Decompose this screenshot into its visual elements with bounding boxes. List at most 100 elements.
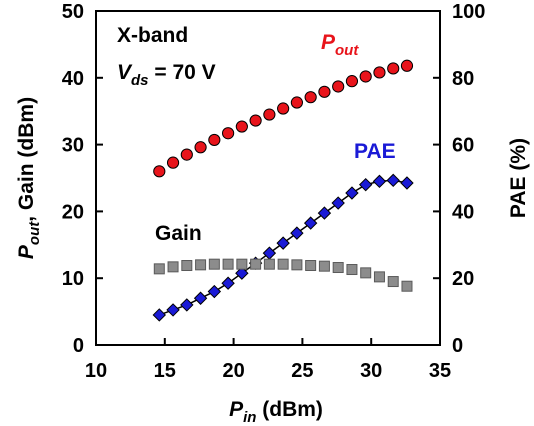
gain-point	[153, 263, 165, 275]
y-left-tick-label: 30	[62, 135, 84, 157]
pout-point	[304, 91, 317, 104]
gain-point	[332, 262, 344, 274]
plot-frame	[95, 10, 441, 346]
y-right-tick-label: 0	[452, 335, 463, 357]
band-annotation: X-band	[117, 24, 188, 47]
pae-point	[345, 186, 359, 200]
y-left-main: P	[15, 244, 38, 259]
pout-label-sub: out	[335, 42, 359, 59]
pae-point	[152, 308, 167, 322]
x-tick-label: 25	[291, 360, 313, 382]
pae-point	[180, 298, 194, 312]
x-main: P	[229, 398, 244, 421]
y-left-sub: out	[26, 221, 43, 245]
pae-point	[207, 284, 222, 299]
pout-point	[277, 102, 290, 115]
pout-point	[373, 66, 386, 79]
gain-point	[236, 258, 248, 270]
y-right-tick-label: 40	[452, 201, 474, 223]
gain-point	[263, 258, 275, 270]
pout-series-label: Pout	[321, 31, 359, 59]
pae-point	[358, 177, 373, 192]
pout-point	[345, 75, 359, 88]
y-axis-left-title: Pout, Gain (dBm)	[15, 97, 43, 259]
pout-point	[387, 62, 400, 75]
pae-point	[386, 173, 400, 188]
gain-point	[387, 276, 399, 288]
y-left-tick-label: 40	[62, 68, 84, 90]
pout-point	[208, 133, 221, 147]
pae-series-label: PAE	[354, 140, 396, 163]
gain-point	[360, 267, 372, 279]
pout-point	[290, 96, 303, 109]
pae-point	[317, 206, 332, 220]
pout-point	[263, 108, 276, 121]
y-right-tick-label: 60	[452, 135, 474, 157]
pout-point	[249, 114, 262, 127]
y-left-tick-label: 50	[62, 1, 84, 23]
pae-point	[166, 303, 180, 317]
gain-point	[181, 260, 193, 272]
x-tick-label: 30	[360, 360, 382, 382]
pout-point	[166, 156, 180, 169]
vds-annotation: Vds = 70 V	[117, 61, 216, 89]
x-tick-label: 35	[429, 360, 451, 382]
pout-point	[359, 70, 372, 83]
pout-point	[153, 165, 166, 178]
y-left-tick-label: 20	[62, 201, 84, 223]
gain-series	[153, 258, 413, 292]
pae-point	[221, 276, 235, 290]
pae-point	[193, 291, 208, 305]
pae-point	[400, 176, 414, 190]
x-tick-label: 10	[85, 360, 107, 382]
gain-point	[373, 271, 385, 283]
pae-point	[290, 226, 304, 240]
pout-point	[332, 80, 345, 93]
y-left-rest: , Gain (dBm)	[15, 97, 38, 222]
pout-point	[400, 59, 414, 72]
y-right-tick-label: 80	[452, 68, 474, 90]
pae-point	[372, 174, 387, 189]
gain-point	[195, 259, 207, 271]
vds-main: V	[117, 61, 133, 84]
x-tick-label: 20	[222, 360, 244, 382]
x-rest: (dBm)	[256, 398, 323, 421]
gain-point	[222, 258, 234, 270]
y-left-tick-label: 0	[73, 335, 84, 357]
pout-point	[318, 85, 331, 98]
y-right-tick-label: 100	[452, 1, 485, 23]
x-sub: in	[243, 409, 256, 426]
gain-point	[305, 260, 317, 272]
series-layer	[152, 59, 414, 322]
y-right-tick-label: 20	[452, 268, 474, 290]
y-axis-right-title: PAE (%)	[507, 138, 530, 218]
gain-point	[401, 280, 413, 292]
pout-point	[221, 127, 235, 140]
x-axis-title: Pin (dBm)	[229, 398, 323, 426]
vds-rest: = 70 V	[149, 61, 216, 84]
gain-point	[277, 258, 289, 270]
x-tick-label: 15	[154, 360, 176, 382]
pae-point	[235, 266, 249, 280]
pae-point	[303, 216, 318, 230]
gain-point	[318, 260, 330, 272]
gain-point	[346, 264, 358, 276]
pae-point	[262, 246, 277, 260]
pae-point	[331, 196, 345, 210]
pout-label-main: P	[321, 31, 336, 54]
gain-point	[250, 258, 262, 270]
pout-point	[180, 148, 193, 161]
pae-series	[152, 173, 414, 322]
y-left-tick-label: 10	[62, 268, 84, 290]
pout-point	[194, 141, 207, 154]
vds-sub: ds	[131, 72, 149, 89]
gain-series-label: Gain	[155, 222, 202, 245]
pae-point	[276, 236, 290, 250]
gain-point	[208, 258, 220, 270]
gain-point	[291, 259, 303, 271]
pout-series	[153, 59, 414, 178]
pout-point	[235, 120, 248, 133]
gain-point	[167, 261, 179, 273]
